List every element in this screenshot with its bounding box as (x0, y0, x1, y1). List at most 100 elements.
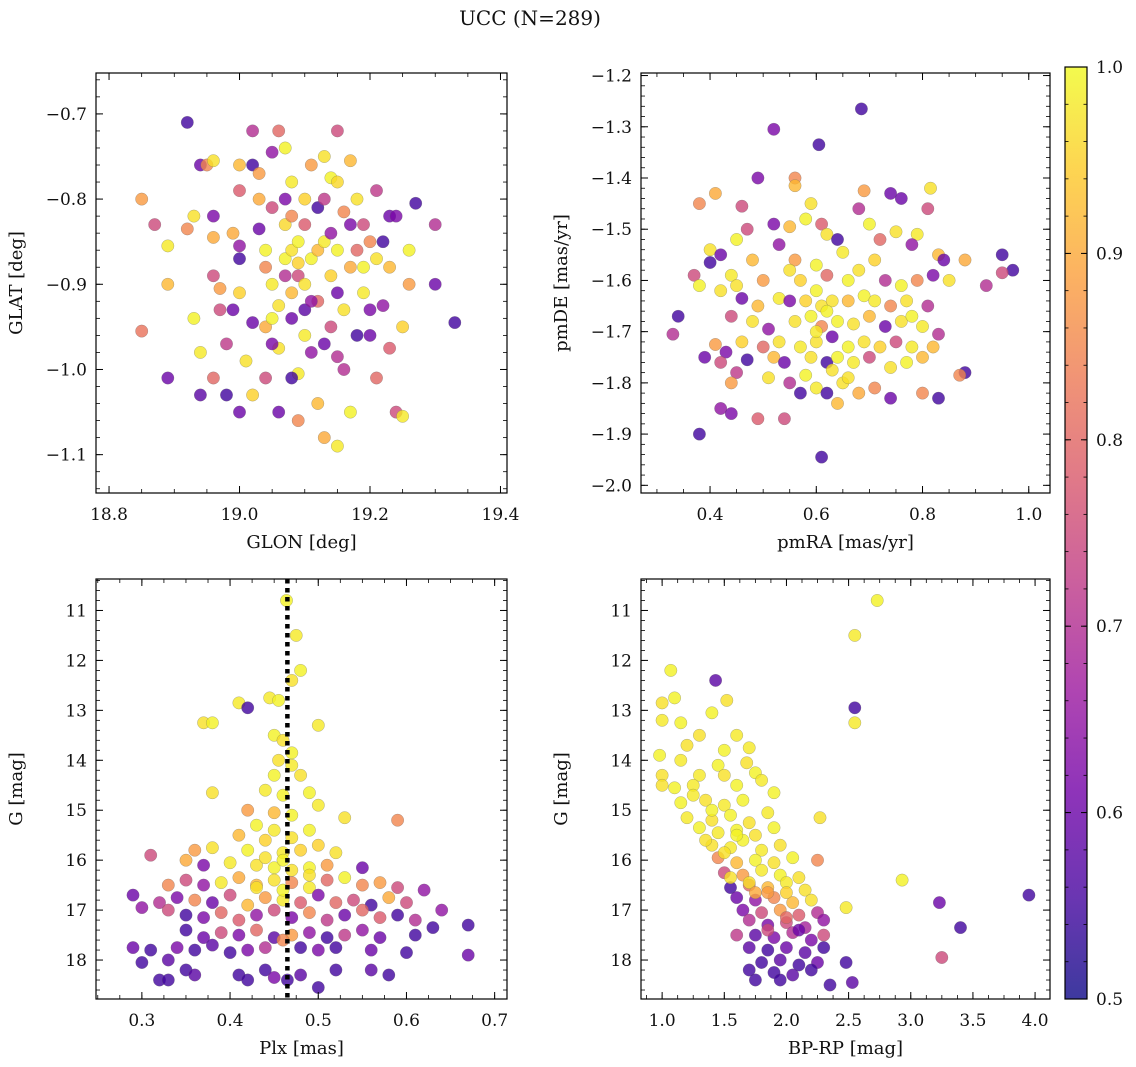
data-point (788, 179, 802, 193)
data-point (730, 366, 744, 380)
points-plx-g (126, 594, 475, 994)
data-point (330, 175, 344, 189)
data-point (671, 309, 685, 323)
data-point (337, 363, 351, 376)
x-tick-label: 0.6 (393, 1011, 420, 1031)
data-point (205, 841, 219, 855)
data-point (252, 192, 266, 206)
data-point (889, 225, 903, 239)
data-point (905, 340, 919, 354)
data-point (170, 941, 184, 955)
data-point (910, 227, 924, 241)
y-tick-label: 13 (65, 701, 87, 721)
data-point (809, 381, 823, 395)
axes-root: 18.8 19.0 19.2 19.4 −0.7 −0.8 −0.9 −1.0 −1.1 GLON… (6, 67, 1051, 1059)
data-point (223, 856, 237, 870)
data-point (330, 243, 344, 257)
data-point (278, 141, 292, 155)
data-point (717, 768, 731, 782)
data-point (347, 893, 360, 907)
data-point (233, 158, 246, 172)
data-point (233, 252, 246, 266)
x-axis-label: GLON [deg] (246, 532, 356, 553)
data-point (214, 926, 228, 940)
y-tick-label: 11 (65, 601, 87, 621)
data-point (461, 948, 475, 962)
data-point (755, 863, 769, 877)
data-point (748, 828, 762, 842)
y-tick-label: −0.9 (46, 275, 87, 295)
data-point (820, 227, 834, 241)
data-point (304, 294, 318, 308)
data-point (724, 309, 738, 323)
data-point (772, 335, 786, 349)
data-point (343, 218, 357, 232)
y-axis-label: G [mag] (551, 752, 572, 825)
data-point (232, 928, 246, 942)
data-point (852, 263, 866, 277)
data-point (250, 818, 263, 832)
data-point (135, 324, 149, 338)
data-point (376, 299, 390, 313)
x-tick-label: 19.4 (482, 505, 520, 525)
data-point (400, 946, 413, 960)
points-bprp-g (653, 594, 1036, 992)
data-point (798, 946, 812, 960)
data-point (294, 843, 308, 857)
data-point (655, 713, 669, 727)
x-tick-label: 2.5 (835, 1011, 862, 1031)
data-point (783, 376, 797, 390)
y-tick-label: −1.4 (591, 169, 632, 189)
data-point (135, 192, 149, 206)
data-point (895, 873, 909, 887)
x-tick-label: 3.5 (959, 1011, 986, 1031)
y-tick-label: −1.3 (591, 118, 632, 138)
data-point (214, 906, 228, 920)
data-point (788, 253, 802, 267)
data-point (786, 896, 800, 910)
axes-frame (640, 72, 1051, 494)
data-point (320, 931, 334, 945)
data-point (338, 928, 352, 942)
data-point (687, 268, 701, 282)
data-point (772, 291, 786, 305)
y-tick-label: 12 (65, 651, 87, 671)
data-point (717, 743, 731, 757)
data-point (206, 269, 220, 283)
data-point (205, 938, 219, 952)
data-point (692, 768, 706, 782)
data-point (226, 303, 240, 317)
data-point (391, 813, 405, 827)
data-point (233, 239, 246, 253)
data-point (373, 911, 387, 925)
colorbar-fill (1065, 67, 1087, 999)
data-point (746, 253, 759, 267)
data-point (363, 303, 377, 317)
colorbar-tick-label: 1.0 (1096, 58, 1123, 78)
data-point (206, 230, 220, 244)
data-point (932, 896, 946, 910)
data-point (724, 268, 738, 282)
data-point (188, 843, 202, 857)
data-point (773, 973, 787, 987)
data-point (742, 876, 756, 890)
data-point (232, 828, 246, 842)
data-point (751, 412, 765, 426)
data-point (873, 340, 887, 354)
data-point (740, 353, 754, 367)
axes-bprp-g: 1.0 1.5 2.0 2.5 3.0 3.5 4.0 11 12 13 14 15 16 17 18 BP-… (551, 578, 1051, 1059)
data-point (868, 381, 882, 395)
data-point (179, 873, 193, 887)
data-point (246, 388, 260, 402)
data-point (188, 943, 202, 957)
data-point (355, 878, 369, 892)
data-point (857, 335, 871, 349)
data-point (214, 876, 228, 890)
data-point (223, 946, 237, 960)
data-point (337, 303, 351, 317)
data-point (820, 304, 834, 318)
data-point (246, 124, 260, 138)
data-point (779, 941, 793, 955)
data-point (831, 314, 844, 328)
data-point (854, 102, 868, 116)
